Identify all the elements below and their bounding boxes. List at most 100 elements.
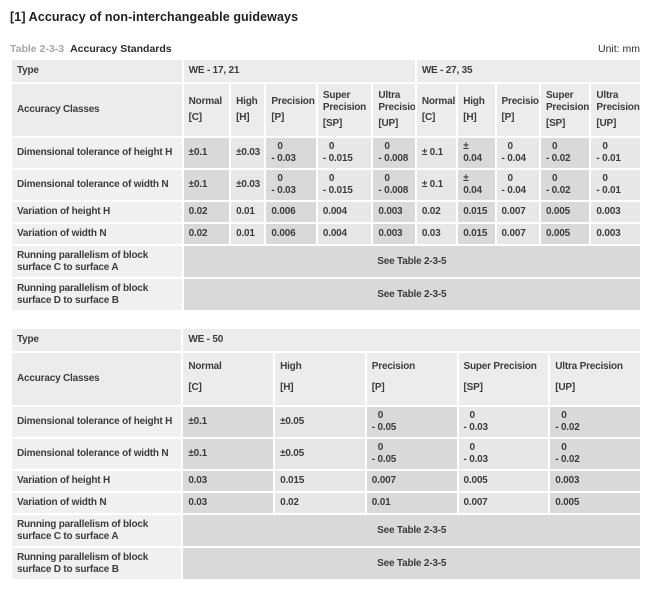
- value-cell: 0 - 0.02: [540, 138, 590, 168]
- value-cell: 0.007: [496, 202, 539, 222]
- class-header-cell: Super Precision [SP]: [458, 353, 549, 405]
- type-group-cell: WE - 27, 35: [416, 60, 640, 82]
- value-cell: ± 0.04: [458, 170, 495, 200]
- class-code: [C]: [421, 112, 436, 123]
- value-cell: 0.01: [231, 202, 265, 222]
- value-cell: 0.007: [496, 224, 539, 244]
- row-label-cell: Dimensional tolerance of width N: [12, 439, 182, 469]
- class-name: Precision: [501, 96, 539, 108]
- value-cell: ±0.1: [183, 407, 274, 437]
- value-cell: 0.003: [591, 224, 640, 244]
- table-row: Running parallelism of block surface C t…: [12, 246, 640, 277]
- value-cell: ± 0.1: [416, 138, 457, 168]
- class-code: [C]: [188, 381, 202, 393]
- class-header-cell: Ultra Precision [UP]: [373, 84, 415, 136]
- class-code: [SP]: [463, 381, 483, 393]
- value-cell: 0 - 0.03: [458, 439, 549, 469]
- table-caption: Table 2-3-3 Accuracy Standards: [10, 43, 172, 55]
- class-header-cell: Normal [C]: [416, 84, 457, 136]
- see-table-cell: See Table 2-3-5: [183, 548, 640, 579]
- class-name: High: [463, 96, 485, 108]
- class-code: [C]: [188, 112, 202, 123]
- value-cell: 0.03: [183, 471, 274, 491]
- type-row: Type WE - 17, 21 WE - 27, 35: [12, 60, 640, 82]
- value-cell: ±0.1: [183, 138, 230, 168]
- value-cell: 0.01: [366, 493, 457, 513]
- accuracy-classes-row: Accuracy Classes Normal [C] High [H] Pre…: [12, 353, 640, 405]
- value-cell: 0.005: [540, 224, 590, 244]
- value-cell: 0.02: [416, 202, 457, 222]
- table-row: Dimensional tolerance of width N ±0.1 ±0…: [12, 170, 640, 200]
- row-label-cell: Dimensional tolerance of height H: [12, 138, 182, 168]
- page-title: [1] Accuracy of non-interchangeable guid…: [10, 10, 299, 24]
- type-group-cell: WE - 50: [183, 329, 640, 351]
- see-table-cell: See Table 2-3-5: [183, 515, 640, 546]
- value-cell: 0 - 0.02: [550, 407, 640, 437]
- class-code: [P]: [371, 381, 385, 393]
- row-label-cell: Running parallelism of block surface D t…: [12, 548, 182, 579]
- class-header-cell: High [H]: [275, 353, 365, 405]
- value-cell: ± 0.1: [416, 170, 457, 200]
- table-row: Running parallelism of block surface D t…: [12, 548, 640, 579]
- unit-label: Unit: mm: [598, 43, 640, 55]
- accuracy-table-we50: Type WE - 50 Accuracy Classes Normal [C]…: [10, 327, 642, 581]
- table-row: Running parallelism of block surface D t…: [12, 279, 640, 310]
- class-code: [UP]: [555, 381, 575, 393]
- class-header-cell: Normal [C]: [183, 84, 230, 136]
- class-header-cell: High [H]: [231, 84, 265, 136]
- class-header-cell: Precision [P]: [266, 84, 316, 136]
- class-code: [H]: [280, 381, 294, 393]
- table-row: Variation of width N 0.02 0.01 0.006 0.0…: [12, 224, 640, 244]
- type-label-cell: Type: [12, 329, 182, 351]
- accuracy-classes-row: Accuracy Classes Normal [C] High [H] Pre…: [12, 84, 640, 136]
- table-caption-row: Table 2-3-3 Accuracy Standards Unit: mm: [10, 43, 640, 55]
- class-header-cell: High [H]: [458, 84, 495, 136]
- value-cell: 0.006: [266, 224, 316, 244]
- class-code: [SP]: [545, 117, 566, 129]
- table-row: Dimensional tolerance of height H ±0.1 ±…: [12, 407, 640, 437]
- class-header-cell: Ultra Precision [UP]: [591, 84, 640, 136]
- row-label-cell: Dimensional tolerance of width N: [12, 170, 182, 200]
- class-code: [UP]: [596, 117, 617, 129]
- value-cell: 0 - 0.05: [366, 439, 457, 469]
- class-code: [P]: [501, 112, 515, 123]
- value-cell: 0.004: [317, 224, 372, 244]
- class-name: Precision: [271, 96, 315, 108]
- class-header-cell: Super Precision [SP]: [317, 84, 372, 136]
- value-cell: 0 - 0.02: [550, 439, 640, 469]
- value-cell: 0.03: [183, 493, 274, 513]
- value-cell: 0.015: [275, 471, 365, 491]
- class-name: Normal: [188, 96, 222, 108]
- value-cell: ±0.1: [183, 439, 274, 469]
- value-cell: 0.02: [183, 202, 230, 222]
- value-cell: 0 - 0.01: [591, 138, 640, 168]
- class-header-cell: Precision [P]: [496, 84, 539, 136]
- table-row: Variation of height H 0.03 0.015 0.007 0…: [12, 471, 640, 491]
- value-cell: ±0.03: [231, 170, 265, 200]
- row-label-cell: Variation of height H: [12, 202, 182, 222]
- value-cell: 0.03: [416, 224, 457, 244]
- value-cell: 0.007: [366, 471, 457, 491]
- type-label-cell: Type: [12, 60, 182, 82]
- value-cell: 0.004: [317, 202, 372, 222]
- row-label-cell: Running parallelism of block surface D t…: [12, 279, 182, 310]
- class-name: Super Precision: [463, 360, 537, 372]
- class-name: High: [280, 360, 302, 372]
- class-code: [H]: [236, 112, 250, 123]
- value-cell: ±0.05: [275, 407, 365, 437]
- class-name: Super Precision: [545, 90, 590, 114]
- value-cell: 0.007: [458, 493, 549, 513]
- table-number-label: Table 2-3-3: [10, 43, 65, 55]
- accuracy-classes-label-cell: Accuracy Classes: [12, 84, 182, 136]
- value-cell: 0 - 0.008: [373, 170, 415, 200]
- class-name: Ultra Precision: [378, 90, 415, 114]
- value-cell: 0.006: [266, 202, 316, 222]
- class-code: [UP]: [378, 117, 399, 129]
- value-cell: ±0.05: [275, 439, 365, 469]
- class-name: Normal: [188, 360, 222, 372]
- class-name: Precision: [371, 360, 416, 372]
- class-code: [P]: [271, 112, 285, 123]
- value-cell: 0 - 0.03: [266, 170, 316, 200]
- table-row: Dimensional tolerance of height H ±0.1 ±…: [12, 138, 640, 168]
- value-cell: 0.003: [591, 202, 640, 222]
